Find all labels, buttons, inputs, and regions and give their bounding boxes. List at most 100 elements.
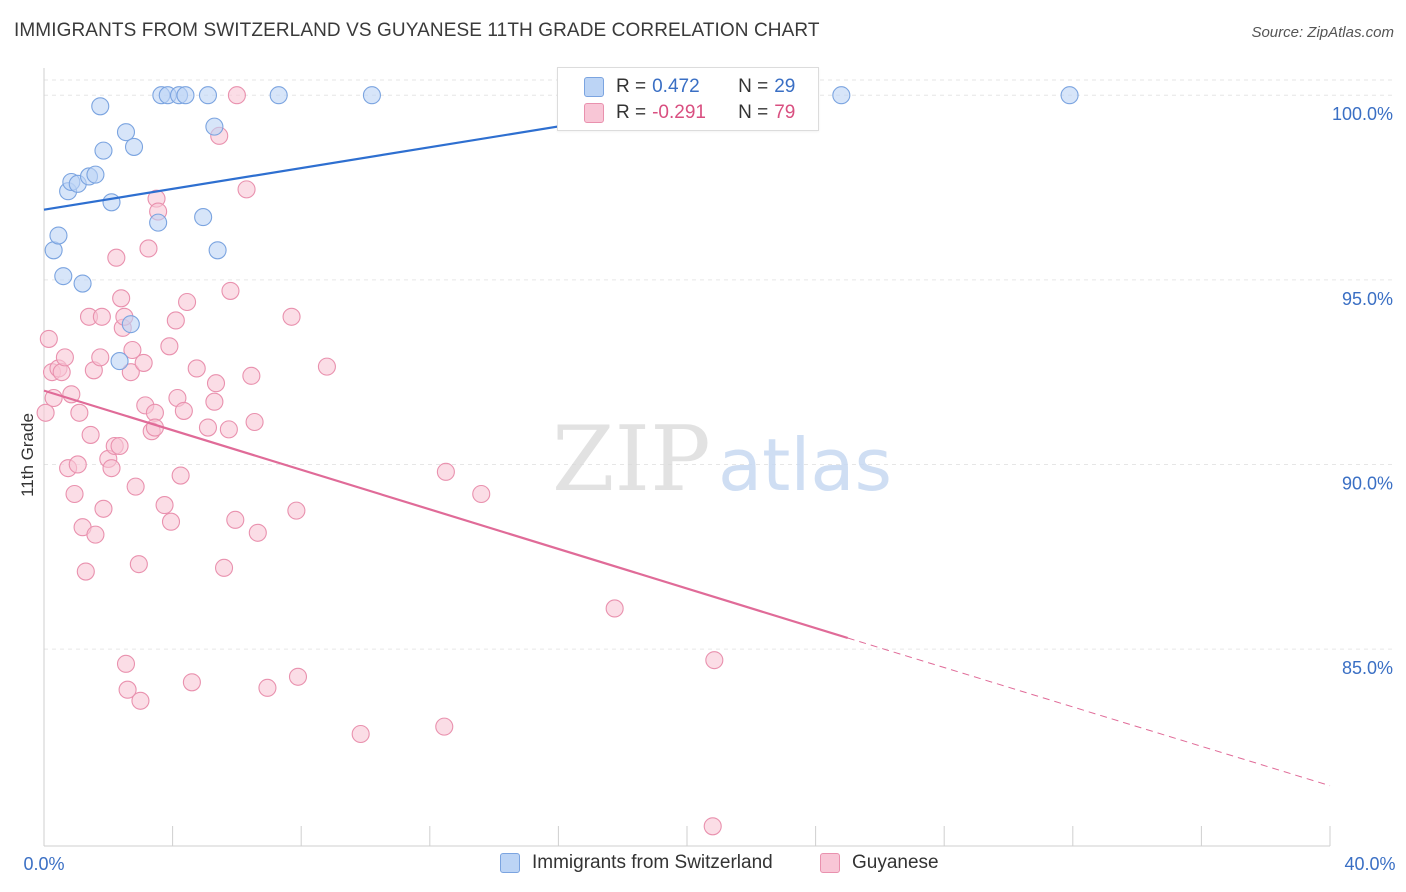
point-guyanese [65,484,84,504]
point-guyanese [214,558,234,577]
point-guyanese [107,248,126,267]
point-guyanese [219,420,238,439]
point-guyanese [178,292,197,312]
legend-r-label: R = [616,76,647,97]
point-guyanese [472,484,491,504]
series-legend-guyanese[interactable]: Guyanese [820,852,939,874]
point-guyanese [248,523,267,542]
trend-line-guyanese [43,389,849,640]
legend-swatch-pink [584,103,604,123]
point-guyanese [171,466,190,485]
point-guyanese [436,462,455,481]
point-guyanese [121,363,140,382]
legend-r-label: R = [616,102,647,123]
point-guyanese [242,366,261,385]
point-switzerland [121,315,140,334]
point-guyanese [160,337,179,356]
point-switzerland [54,267,73,286]
series-swatch-pink [820,853,840,873]
point-guyanese [258,678,277,697]
point-guyanese [52,363,71,382]
y-axis-title: 11th Grade [18,413,37,497]
point-guyanese [116,654,136,673]
point-guyanese [110,436,129,456]
point-switzerland [149,213,168,232]
series-swatch-blue [500,853,520,873]
point-switzerland [832,86,851,105]
point-guyanese [68,455,87,474]
point-switzerland [194,208,213,227]
point-switzerland [94,141,113,160]
y-tick-label: 95.0% [1342,289,1393,309]
point-switzerland [86,165,105,184]
point-guyanese [91,348,110,367]
point-guyanese [282,307,301,326]
point-guyanese [166,311,185,330]
point-guyanese [226,510,245,529]
point-guyanese [703,817,722,836]
point-switzerland [116,123,136,142]
axes: 85.0% 90.0% 95.0% 100.0% 0.0% 40.0% [23,68,1396,874]
point-guyanese [435,717,454,736]
series-legend-label: Guyanese [852,852,939,873]
point-guyanese [288,667,308,686]
point-switzerland [91,97,110,116]
watermark: ZIP atlas [552,407,892,512]
watermark-zip: ZIP [552,407,711,512]
point-guyanese [198,418,218,437]
legend-row-switzerland: R = 0.472 N = 29 [584,73,795,101]
data-points [36,86,1079,836]
point-guyanese [351,724,370,744]
point-guyanese [605,599,624,618]
point-guyanese [94,499,113,518]
x-tick-label: 40.0% [1344,854,1395,874]
point-guyanese [129,555,148,574]
point-guyanese [139,239,158,258]
point-guyanese [55,348,74,367]
point-switzerland [110,352,129,371]
y-tick-label: 90.0% [1342,473,1393,493]
point-guyanese [81,425,100,444]
point-switzerland [1060,86,1079,105]
point-guyanese [126,477,145,496]
point-guyanese [92,307,111,326]
point-guyanese [205,392,224,411]
correlation-legend: R = 0.472 N = 29 R = -0.291 N = 79 [557,67,819,131]
point-guyanese [134,353,153,372]
x-tick-label: 0.0% [23,854,64,874]
trend-line-guyanese-extension [847,637,1331,787]
point-switzerland [73,274,92,293]
legend-r-value: 0.472 [652,76,700,97]
point-guyanese [155,496,174,515]
point-switzerland [362,86,381,105]
watermark-atlas: atlas [718,423,892,507]
legend-row-guyanese: R = -0.291 N = 79 [584,99,795,127]
chart-source: Source: ZipAtlas.com [1251,24,1394,41]
legend-n-label: N = [738,102,769,123]
y-tick-label: 85.0% [1342,658,1393,678]
point-guyanese [237,180,256,199]
point-guyanese [70,403,89,422]
legend-n-label: N = [738,76,769,97]
point-guyanese [206,374,226,393]
point-guyanese [102,459,121,478]
point-switzerland [198,86,218,105]
point-switzerland [205,117,224,136]
point-guyanese [76,562,95,581]
point-guyanese [221,281,240,300]
point-guyanese [118,680,137,699]
series-legend-label: Immigrants from Switzerland [532,852,773,873]
y-tick-label: 100.0% [1332,104,1393,124]
point-switzerland [49,226,68,245]
point-guyanese [174,401,193,420]
chart-title: IMMIGRANTS FROM SWITZERLAND VS GUYANESE … [14,20,820,41]
point-guyanese [39,329,58,348]
legend-n-value: 29 [774,76,796,97]
point-guyanese [187,359,206,378]
point-guyanese [705,651,724,670]
series-legend-switzerland[interactable]: Immigrants from Switzerland [500,852,773,874]
point-switzerland [176,86,195,105]
series-legend: Immigrants from Switzerland Guyanese [0,852,1406,878]
point-guyanese [245,412,264,432]
point-switzerland [102,193,121,212]
